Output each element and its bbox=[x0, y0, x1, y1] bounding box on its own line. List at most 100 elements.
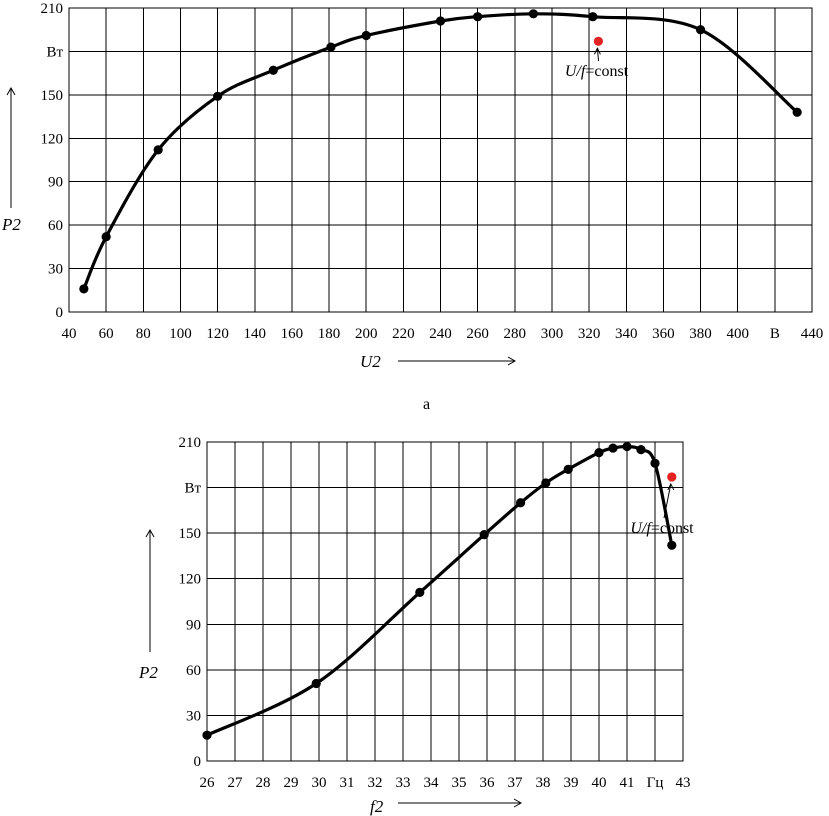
chart-a-annotation-label: U/f=const bbox=[565, 63, 629, 80]
chart-a-data-point bbox=[213, 91, 223, 101]
chart-b-annotation-arrowhead bbox=[667, 482, 675, 491]
chart-a-y-tick-label: Вт bbox=[46, 44, 63, 60]
chart-b-frame bbox=[206, 441, 684, 762]
chart-b-x-tick-label: 41 bbox=[620, 775, 635, 791]
chart-a-ylabel: P2 bbox=[1, 215, 21, 234]
chart-b-data-point bbox=[541, 478, 551, 488]
chart-a-x-tick-label: 360 bbox=[652, 326, 675, 342]
chart-b-data-point bbox=[202, 730, 212, 740]
chart-b-x-tick-label: 43 bbox=[676, 775, 691, 791]
chart-b-x-tick-label: 34 bbox=[424, 775, 440, 791]
chart-b-x-tick-label: 32 bbox=[368, 775, 383, 791]
chart-b-xlabel: f2 bbox=[370, 797, 384, 816]
chart-b-data-point bbox=[636, 444, 646, 455]
chart-b-data-point bbox=[563, 464, 573, 474]
chart-b-x-tick-label: 37 bbox=[508, 775, 524, 791]
chart-b-x-ticks: 26 27 28 29 30 31 32 33 34 35 36 37 38 39 40 41 Гц 43 bbox=[200, 775, 691, 791]
chart-a-x-tick-label: 340 bbox=[615, 326, 638, 342]
chart-a-data-point bbox=[79, 284, 89, 294]
chart-b-x-tick-label: 33 bbox=[396, 775, 411, 791]
chart-b-annotation-label: U/f=const bbox=[630, 520, 694, 537]
chart-b-x-tick-label: 30 bbox=[312, 775, 327, 791]
chart-b-y-tick-label: 90 bbox=[186, 617, 201, 633]
chart-b-data-point bbox=[650, 458, 660, 468]
chart-b-y-tick-label: 120 bbox=[179, 572, 202, 588]
chart-a-xlabel-arrow bbox=[398, 356, 517, 366]
chart-b-data-point bbox=[311, 678, 321, 689]
chart-b-x-tick-label: 31 bbox=[340, 775, 355, 791]
chart-a-x-tick-label: 260 bbox=[466, 326, 489, 342]
chart-a-y-tick-label: 210 bbox=[41, 1, 64, 17]
chart-b: 26 27 28 29 30 31 32 33 34 35 36 37 38 39 40 41 Гц 43 0 30… bbox=[138, 435, 694, 816]
chart-a-data-point bbox=[695, 25, 706, 35]
chart-b-ylabel: P2 bbox=[138, 663, 158, 682]
chart-a-y-tick-label: 60 bbox=[48, 218, 63, 234]
chart-b-data-point bbox=[608, 443, 618, 453]
chart-b-y-ticks: 0 30 60 90 120 150 Вт 210 bbox=[179, 435, 202, 770]
chart-a-data-point bbox=[101, 232, 111, 242]
chart-b-x-tick-label: 28 bbox=[256, 775, 271, 791]
chart-b-xlabel-arrow bbox=[398, 798, 523, 808]
chart-a-x-tick-label: 200 bbox=[355, 326, 378, 342]
chart-b-y-tick-label: 0 bbox=[194, 754, 202, 770]
chart-a-x-tick-label: 160 bbox=[281, 326, 304, 342]
chart-a-y-tick-label: 90 bbox=[48, 175, 63, 191]
chart-b-series bbox=[202, 441, 677, 740]
chart-a-x-tick-label: 140 bbox=[244, 326, 267, 342]
chart-a-x-ticks: 40 60 80 100 120 140 160 180 200 220 240 260 280 300 3… bbox=[62, 326, 824, 342]
chart-b-data-point bbox=[479, 530, 489, 540]
chart-a-xlabel: U2 bbox=[360, 352, 381, 371]
chart-a-annotation-arrow bbox=[596, 48, 600, 62]
chart-b-x-tick-label: 38 bbox=[536, 775, 551, 791]
chart-a-data-point bbox=[473, 12, 483, 22]
chart-b-series-line bbox=[205, 444, 674, 737]
chart-a-data-point bbox=[588, 12, 598, 22]
chart-a-data-point bbox=[153, 145, 163, 155]
chart-a-annotation: U/f=const bbox=[565, 36, 629, 80]
chart-a-x-tick-label: 220 bbox=[392, 326, 415, 342]
chart-b-data-point bbox=[594, 448, 604, 458]
chart-b-y-tick-label: 30 bbox=[186, 708, 201, 724]
chart-a-y-ticks: 0 30 60 90 120 150 Вт 210 bbox=[41, 1, 64, 321]
chart-b-x-tick-label: 26 bbox=[200, 775, 216, 791]
chart-a-data-point bbox=[792, 107, 802, 117]
chart-a-x-tick-label: 280 bbox=[504, 326, 527, 342]
chart-b-annotation: U/f=const bbox=[630, 472, 694, 537]
chart-a-x-tick-label: 180 bbox=[318, 326, 341, 342]
chart-b-data-point bbox=[667, 540, 677, 550]
chart-a-annotation-arrowhead bbox=[593, 47, 601, 55]
chart-b-y-tick-label: 60 bbox=[186, 663, 201, 679]
chart-b-y-tick-label: Вт bbox=[184, 481, 201, 497]
chart-a-x-tick-label: 40 bbox=[62, 326, 77, 342]
chart-a-series bbox=[79, 9, 802, 294]
chart-b-annotation-arrow bbox=[663, 483, 672, 519]
chart-a-x-tick-label: 300 bbox=[541, 326, 564, 342]
chart-a-x-tick-label: В bbox=[770, 326, 780, 342]
chart-b-red-marker bbox=[667, 472, 677, 482]
chart-a-y-tick-label: 0 bbox=[56, 305, 64, 321]
chart-b-data-point bbox=[516, 498, 526, 508]
chart-a-x-tick-label: 100 bbox=[169, 326, 192, 342]
chart-a-x-tick-label: 440 bbox=[801, 326, 824, 342]
chart-a-x-tick-label: 60 bbox=[99, 326, 114, 342]
chart-b-x-tick-label: 29 bbox=[284, 775, 299, 791]
chart-b-grid bbox=[206, 441, 684, 762]
chart-a-data-point bbox=[326, 42, 336, 52]
chart-a-x-tick-label: 240 bbox=[429, 326, 452, 342]
chart-a-ylabel-arrow bbox=[6, 86, 16, 208]
chart-b-data-point bbox=[622, 441, 632, 452]
chart-a-x-tick-label: 120 bbox=[206, 326, 229, 342]
chart-b-x-tick-label: 39 bbox=[564, 775, 579, 791]
chart-b-x-tick-label: 35 bbox=[452, 775, 467, 791]
chart-a-x-tick-label: 320 bbox=[578, 326, 601, 342]
chart-b-ylabel-arrow bbox=[145, 528, 155, 652]
chart-a-data-point bbox=[361, 30, 371, 41]
chart-a-x-tick-label: 380 bbox=[689, 326, 712, 342]
chart-b-x-tick-label: 27 bbox=[228, 775, 244, 791]
chart-a-x-tick-label: 400 bbox=[726, 326, 749, 342]
chart-b-data-point bbox=[415, 587, 425, 597]
chart-b-y-tick-label: 210 bbox=[179, 435, 202, 451]
chart-a-data-point bbox=[528, 9, 538, 19]
chart-b-x-tick-label: 36 bbox=[480, 775, 496, 791]
